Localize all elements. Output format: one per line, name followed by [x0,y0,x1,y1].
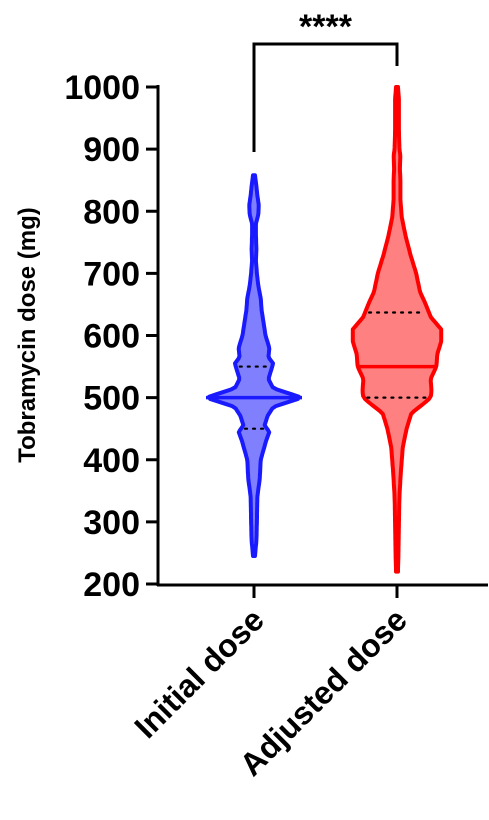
significance-label: **** [299,8,353,46]
y-axis-title: Tobramycin dose (mg) [14,207,41,463]
significance-bracket [252,42,399,152]
violin-body [207,173,301,558]
violin-initial-dose [206,173,302,558]
y-tick-label: 800 [83,193,140,231]
y-tick-label: 700 [83,255,140,293]
violin-adjusted-dose [350,85,444,574]
y-ticks: 200 300 400 500 600 700 800 900 1000 [64,69,158,604]
violins-layer [206,85,444,574]
y-tick-label: 600 [83,318,140,356]
y-tick-label: 300 [83,504,140,542]
x-category-label: Initial dose [127,601,271,745]
violin-body [350,85,444,574]
y-tick-label: 1000 [64,69,140,107]
y-tick-label: 900 [83,131,140,169]
y-tick-label: 200 [83,566,140,604]
y-tick-label: 500 [83,380,140,418]
y-tick-label: 400 [83,442,140,480]
